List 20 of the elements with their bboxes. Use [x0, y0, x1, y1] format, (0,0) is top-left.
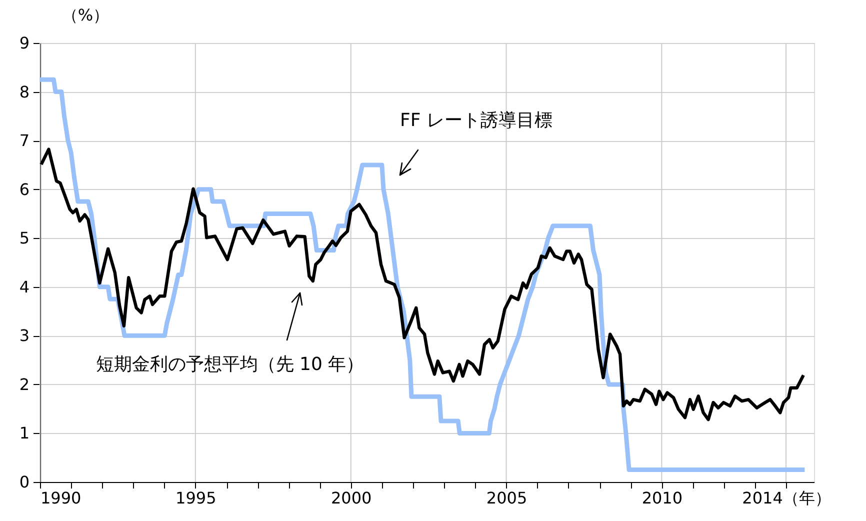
- y-tick-label: 1: [19, 424, 30, 443]
- x-tick-label: 2010: [642, 488, 683, 508]
- y-tick-label: 7: [19, 131, 30, 150]
- y-axis-title: （%）: [62, 6, 110, 24]
- y-tick-label: 0: [19, 472, 30, 492]
- x-tick-label: 1990: [40, 488, 82, 508]
- y-tick-label: 2: [19, 374, 30, 394]
- annotation: 短期金利の予想平均（先 10 年）: [96, 354, 364, 375]
- y-tick-label: 6: [19, 180, 30, 199]
- y-tick-label: 8: [19, 82, 30, 102]
- y-tick-label: 5: [19, 228, 30, 248]
- y-tick-label: 4: [19, 277, 30, 296]
- x-tick-label: 1995: [176, 488, 216, 508]
- x-tick-label: 2005: [486, 488, 528, 508]
- x-tick-label: 2000: [330, 488, 372, 508]
- y-tick-label: 9: [19, 34, 30, 52]
- y-tick-label: 3: [19, 326, 30, 346]
- annotation: FF レート誘導目標: [400, 110, 552, 131]
- x-tick-label: 2014（年）: [742, 488, 831, 508]
- line-series: [38, 77, 807, 472]
